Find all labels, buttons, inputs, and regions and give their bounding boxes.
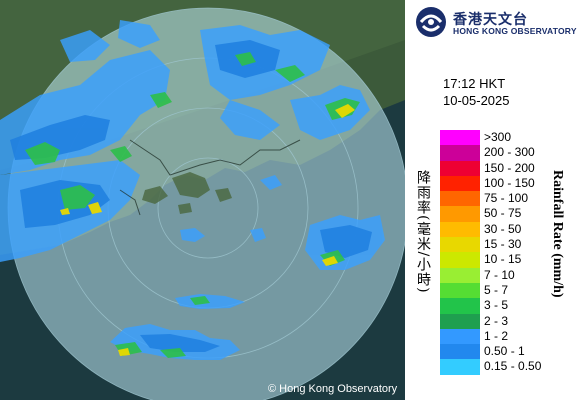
legend-row: 0.15 - 0.50 [440,359,570,375]
legend-label: 50 - 75 [484,206,522,221]
legend-swatch [440,298,480,314]
logo-name-zh: 香港天文台 [453,12,528,28]
legend-label: 75 - 100 [484,191,529,206]
legend-swatch [440,252,480,268]
legend-swatch [440,130,480,146]
legend-label: 200 - 300 [484,145,535,160]
coastline [119,139,301,216]
legend-title-zh: 降雨率(毫米/小時) [415,170,431,294]
legend-swatch [440,191,480,207]
timestamp-time: 17:12 HKT [443,76,506,91]
legend-label: 100 - 150 [484,175,535,190]
legend-label: 0.50 - 1 [484,344,525,359]
legend-row: 3 - 5 [440,298,570,314]
rain-echoes-yellow [60,104,355,356]
legend-title-en: Rainfall Rate (mm/h) [550,170,565,298]
logo-name-en: HONG KONG OBSERVATORY [453,26,577,36]
copyright-text: © Hong Kong Observatory [268,383,398,395]
legend-label: 1 - 2 [484,328,509,343]
timestamp-date: 10-05-2025 [443,93,510,108]
legend-swatch [440,328,480,345]
legend-row: 150 - 200 [440,160,570,176]
legend-row: 50 - 75 [440,206,570,222]
legend-swatch [440,145,480,161]
legend-row: 2 - 3 [440,313,570,329]
legend-swatch [440,282,480,299]
legend-swatch [440,313,480,329]
legend-row: 0.50 - 1 [440,344,570,360]
legend-label: 0.15 - 0.50 [484,359,542,374]
legend-label: 5 - 7 [484,282,509,297]
islands [142,172,232,214]
legend-swatch [440,175,480,192]
observatory-logo: 香港天文台 HONG KONG OBSERVATORY [415,6,577,40]
legend-swatch [440,160,480,176]
legend-row: 75 - 100 [440,191,570,207]
legend-label: >300 [484,130,512,144]
radar-map [0,0,405,400]
legend-swatch [440,221,480,238]
legend-swatch [440,359,480,375]
legend-label: 10 - 15 [484,252,522,267]
legend-row: 100 - 150 [440,175,570,192]
legend-swatch [440,344,480,360]
legend-label: 7 - 10 [484,267,515,282]
legend-row: >300 [440,130,570,146]
legend-row: 10 - 15 [440,252,570,268]
legend-row: 7 - 10 [440,267,570,283]
legend-label: 2 - 3 [484,313,509,328]
legend-row: 1 - 2 [440,328,570,345]
legend-label: 3 - 5 [484,298,509,313]
legend-label: 150 - 200 [484,160,535,175]
legend-panel: 香港天文台 HONG KONG OBSERVATORY 17:12 HKT 10… [405,0,577,400]
observatory-emblem-icon [416,7,446,37]
legend-row: 5 - 7 [440,282,570,299]
legend-label: 15 - 30 [484,237,522,252]
rainfall-legend: >300 200 - 300 150 - 200 100 - 150 75 - … [440,130,570,375]
legend-label: 30 - 50 [484,221,522,236]
legend-swatch [440,267,480,283]
legend-row: 15 - 30 [440,237,570,253]
legend-row: 30 - 50 [440,221,570,238]
legend-swatch [440,237,480,253]
legend-row: 200 - 300 [440,145,570,161]
legend-swatch [440,206,480,222]
